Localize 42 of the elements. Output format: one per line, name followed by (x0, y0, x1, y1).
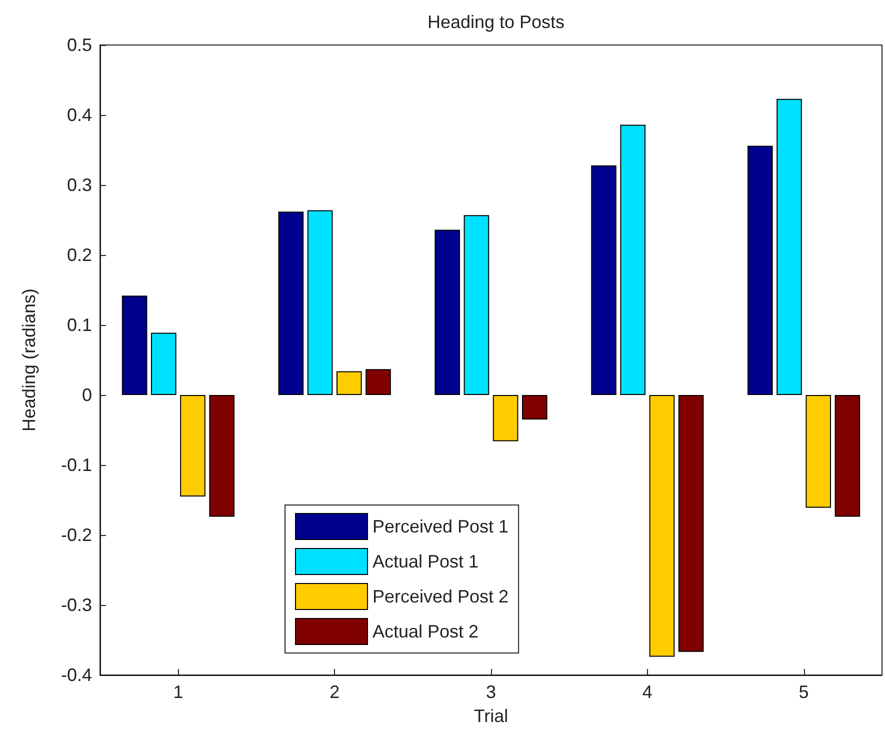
y-tick-label: 0.4 (66, 105, 92, 125)
y-tick-label: 0.1 (66, 315, 92, 335)
legend-label: Perceived Post 2 (372, 586, 509, 606)
legend-label: Actual Post 1 (372, 552, 479, 572)
y-tick-label: 0.2 (66, 245, 92, 265)
bar (776, 98, 802, 395)
y-tick-label: -0.3 (60, 595, 92, 615)
bar (209, 395, 235, 517)
y-tick-label: -0.1 (60, 455, 92, 475)
legend-label: Perceived Post 1 (372, 516, 509, 536)
bar (492, 395, 518, 442)
bar (806, 395, 832, 508)
bar (620, 124, 646, 395)
y-tick-label: 0 (82, 385, 92, 405)
x-tick-label: 4 (642, 682, 652, 702)
bar (180, 395, 206, 496)
bar (522, 395, 548, 420)
y-tick-label: -0.4 (60, 665, 92, 685)
x-tick-label: 2 (330, 682, 340, 702)
x-tick-label: 5 (798, 682, 809, 702)
bar (336, 371, 362, 395)
bar (649, 395, 675, 657)
bar (122, 296, 148, 395)
bar (678, 395, 704, 652)
bar (434, 230, 460, 395)
y-axis-title: Heading (radians) (19, 288, 39, 432)
x-tick-label: 1 (173, 682, 184, 702)
bar (366, 369, 391, 395)
bar (747, 146, 773, 395)
bar (591, 165, 616, 395)
y-tick-label: 0.3 (66, 175, 92, 195)
bar (464, 215, 490, 395)
y-tick-label: 0.5 (66, 35, 92, 55)
bar (307, 210, 333, 395)
bar (150, 332, 176, 395)
y-tick-label: -0.2 (60, 525, 92, 545)
bar (278, 212, 304, 395)
x-axis-title: Trial (474, 706, 508, 726)
legend-label: Actual Post 2 (372, 622, 479, 642)
chart-title: Heading to Posts (427, 12, 565, 32)
bar (834, 395, 860, 517)
x-tick-label: 3 (486, 682, 496, 702)
